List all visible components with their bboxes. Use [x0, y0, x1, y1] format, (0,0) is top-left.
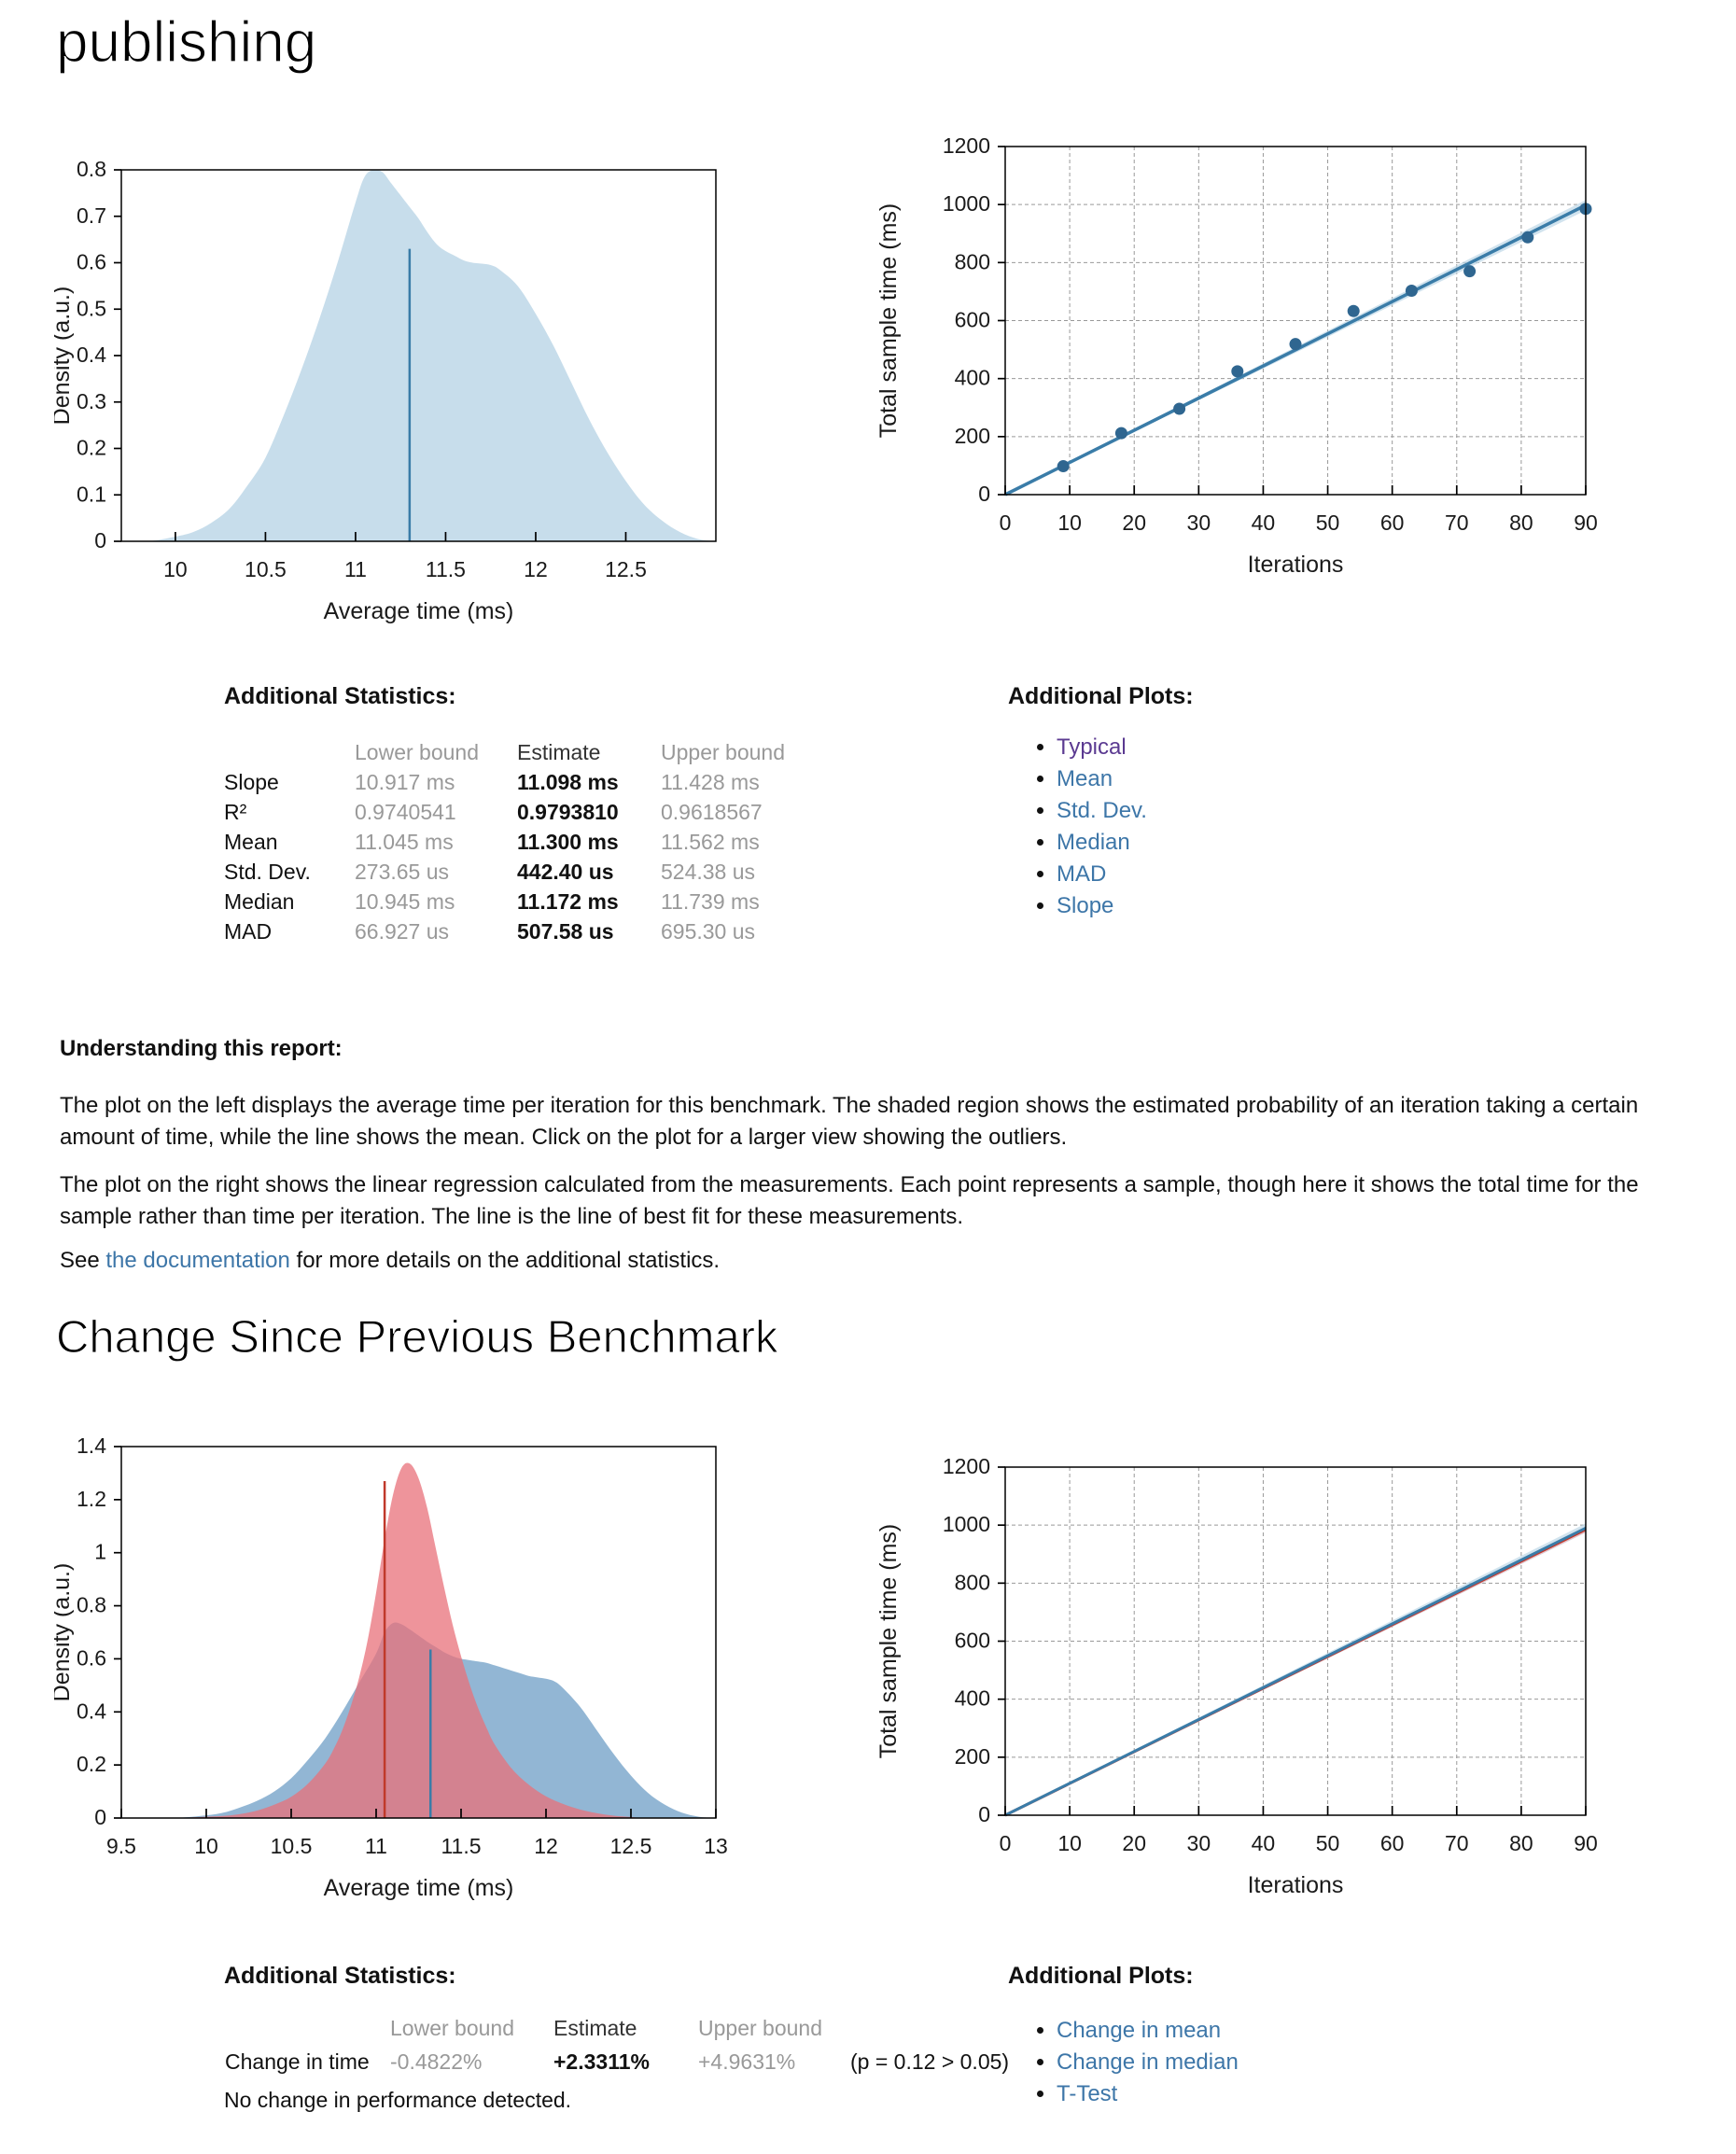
svg-text:0.8: 0.8: [77, 157, 106, 181]
svg-text:10: 10: [1057, 511, 1082, 535]
svg-text:600: 600: [955, 308, 990, 332]
svg-text:20: 20: [1122, 1831, 1146, 1855]
svg-text:60: 60: [1380, 1831, 1405, 1855]
svg-text:Iterations: Iterations: [1248, 552, 1344, 578]
svg-text:Density (a.u.): Density (a.u.): [54, 1563, 75, 1702]
svg-text:12.5: 12.5: [610, 1834, 652, 1858]
svg-text:0: 0: [1000, 1831, 1012, 1855]
svg-text:Iterations: Iterations: [1248, 1872, 1344, 1898]
svg-text:11: 11: [365, 1834, 387, 1858]
svg-text:90: 90: [1574, 511, 1598, 535]
svg-text:10.5: 10.5: [245, 557, 287, 581]
svg-text:1200: 1200: [943, 1454, 990, 1478]
svg-text:11.5: 11.5: [441, 1834, 481, 1858]
svg-text:0.5: 0.5: [77, 296, 106, 320]
svg-text:10: 10: [1057, 1831, 1082, 1855]
svg-text:50: 50: [1316, 1831, 1340, 1855]
svg-text:11.5: 11.5: [426, 557, 466, 581]
svg-text:Density (a.u.): Density (a.u.): [54, 287, 75, 426]
svg-text:0: 0: [978, 1802, 990, 1826]
svg-text:60: 60: [1380, 511, 1405, 535]
svg-text:12: 12: [524, 557, 548, 581]
svg-text:0.2: 0.2: [77, 1752, 106, 1776]
svg-text:80: 80: [1509, 1831, 1533, 1855]
svg-text:0.6: 0.6: [77, 250, 106, 274]
svg-text:0: 0: [94, 1805, 106, 1829]
svg-text:40: 40: [1252, 1831, 1276, 1855]
svg-text:1000: 1000: [943, 191, 990, 216]
svg-text:0.1: 0.1: [77, 482, 106, 506]
svg-text:0.2: 0.2: [77, 436, 106, 460]
svg-text:1200: 1200: [943, 133, 990, 158]
svg-text:400: 400: [955, 1686, 990, 1711]
svg-text:600: 600: [955, 1629, 990, 1653]
svg-text:10.5: 10.5: [271, 1834, 313, 1858]
svg-text:10: 10: [163, 557, 188, 581]
svg-text:50: 50: [1316, 511, 1340, 535]
svg-text:10: 10: [194, 1834, 218, 1858]
svg-text:0.6: 0.6: [77, 1645, 106, 1670]
svg-text:80: 80: [1509, 511, 1533, 535]
svg-text:30: 30: [1187, 1831, 1211, 1855]
svg-text:Average time (ms): Average time (ms): [324, 598, 514, 624]
svg-text:0: 0: [978, 482, 990, 506]
svg-text:1.2: 1.2: [77, 1487, 106, 1511]
svg-text:1: 1: [94, 1540, 106, 1564]
svg-text:70: 70: [1445, 511, 1469, 535]
svg-text:800: 800: [955, 1570, 990, 1594]
svg-text:800: 800: [955, 249, 990, 273]
svg-text:20: 20: [1122, 511, 1146, 535]
svg-text:70: 70: [1445, 1831, 1469, 1855]
svg-text:12.5: 12.5: [605, 557, 647, 581]
svg-text:40: 40: [1252, 511, 1276, 535]
svg-text:11: 11: [344, 557, 367, 581]
svg-text:0: 0: [1000, 511, 1012, 535]
svg-text:Total sample time (ms): Total sample time (ms): [875, 203, 902, 438]
svg-text:400: 400: [955, 366, 990, 390]
svg-text:12: 12: [534, 1834, 558, 1858]
svg-text:0.7: 0.7: [77, 203, 106, 228]
svg-text:200: 200: [955, 424, 990, 448]
svg-text:9.5: 9.5: [106, 1834, 136, 1858]
svg-text:0: 0: [94, 528, 106, 552]
svg-text:0.8: 0.8: [77, 1593, 106, 1617]
svg-text:200: 200: [955, 1744, 990, 1769]
svg-text:Total sample time (ms): Total sample time (ms): [875, 1524, 902, 1758]
svg-text:0.4: 0.4: [77, 343, 106, 367]
svg-text:0.3: 0.3: [77, 389, 106, 413]
svg-text:1.4: 1.4: [77, 1434, 106, 1458]
svg-text:90: 90: [1574, 1831, 1598, 1855]
svg-text:0.4: 0.4: [77, 1699, 106, 1723]
svg-text:13: 13: [704, 1834, 728, 1858]
svg-text:30: 30: [1187, 511, 1211, 535]
svg-text:Average time (ms): Average time (ms): [324, 1875, 514, 1901]
svg-text:1000: 1000: [943, 1512, 990, 1536]
